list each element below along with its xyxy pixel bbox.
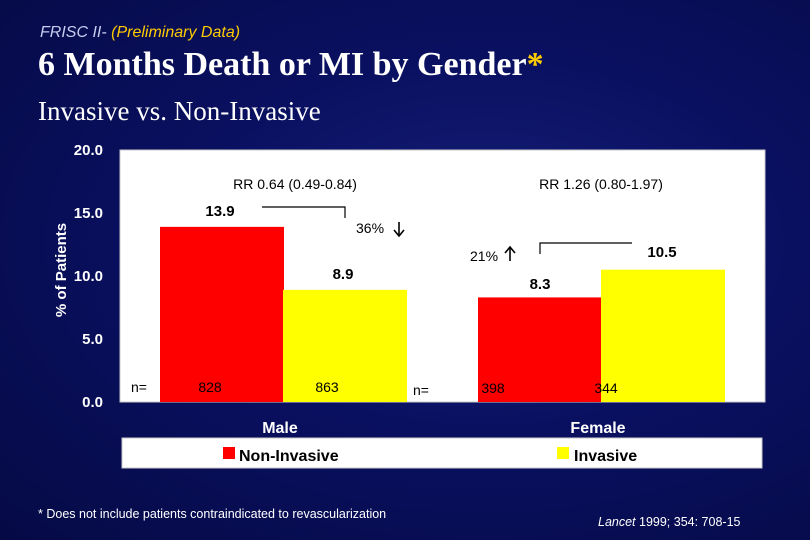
bar-female-non-invasive [478,297,602,402]
y-tick-label: 20.0 [74,142,103,159]
bracket-male [262,206,346,218]
arrow-down-icon [393,222,405,238]
y-tick-label: 0.0 [82,394,103,411]
annotation-change-female: 21% [470,248,498,264]
data-label-male-invasive: 8.9 [333,266,354,283]
data-label-male-non-invasive: 13.9 [205,203,234,220]
y-tick-label: 5.0 [82,331,103,348]
citation: Lancet 1999; 354: 708-15 [598,515,740,529]
annotation-change-male: 36% [356,220,384,236]
legend-swatch-invasive [557,447,569,459]
n-value-female-non-invasive: 398 [481,380,505,396]
arrow-up-icon [504,245,516,261]
legend-label-non-invasive: Non-Invasive [239,448,339,465]
annotation-rr-female: RR 1.26 (0.80-1.97) [539,176,663,192]
bar-male-invasive [283,289,407,402]
n-value-female-invasive: 344 [594,380,618,396]
kicker-highlight: (Preliminary Data) [111,24,241,41]
n-value-male-non-invasive: 828 [198,379,222,395]
citation-journal: Lancet [598,515,636,529]
n-label-female: n= [413,382,429,398]
x-category-label-female: Female [570,420,625,437]
footnote: * Does not include patients contraindica… [38,507,387,521]
citation-details: 1999; 354: 708-15 [635,515,741,529]
bracket-female [539,242,632,254]
bar-male-non-invasive [160,226,284,402]
kicker-text: FRISC II- (Preliminary Data) [40,24,240,42]
legend-swatch-non-invasive [223,447,235,459]
page-title: 6 Months Death or MI by Gender* [38,46,544,84]
kicker-prefix: FRISC II- [40,24,107,41]
legend-box [121,437,763,469]
title-asterisk: * [526,46,544,83]
x-category-label-male: Male [262,420,298,437]
n-value-male-invasive: 863 [315,379,339,395]
annotation-rr-male: RR 0.64 (0.49-0.84) [233,176,357,192]
legend-label-invasive: Invasive [574,448,637,465]
n-label-male: n= [131,379,147,395]
y-tick-label: 15.0 [74,205,103,222]
y-axis-label: % of Patients [53,223,70,317]
title-text: 6 Months Death or MI by Gender [38,46,527,83]
data-label-female-non-invasive: 8.3 [530,276,551,293]
y-tick-label: 10.0 [74,268,103,285]
bar-female-invasive [601,269,725,402]
data-label-female-invasive: 10.5 [647,244,676,261]
page-subtitle: Invasive vs. Non-Invasive [38,96,321,126]
